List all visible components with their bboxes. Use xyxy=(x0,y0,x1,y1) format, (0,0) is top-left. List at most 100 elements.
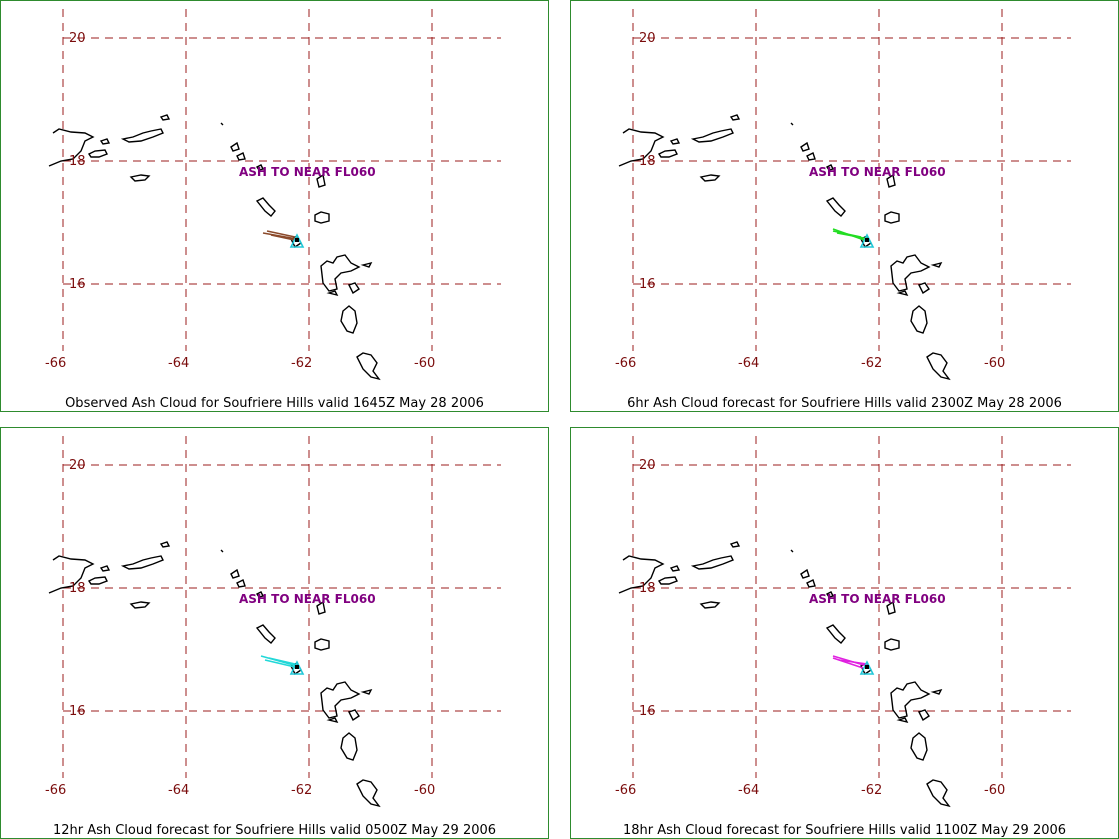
coastline xyxy=(618,555,665,594)
map-panel-6hr: 20 18 16 -66 -64 -62 -60 ASH TO NEAR FL060 6hr A… xyxy=(570,0,1119,412)
coastline xyxy=(884,638,900,651)
volcano-triangle-icon xyxy=(859,233,875,248)
coastline xyxy=(918,709,930,722)
map-canvas: 20 18 16 -66 -64 -62 -60 ASH TO NEAR FL060 xyxy=(45,436,501,808)
lat-tick-18: 18 xyxy=(639,581,656,596)
coastline xyxy=(825,591,835,598)
coastline xyxy=(360,261,373,268)
ash-plume xyxy=(832,230,862,238)
coastline xyxy=(618,128,665,167)
ash-height-annotation: ASH TO NEAR FL060 xyxy=(809,592,946,606)
coastline xyxy=(825,197,846,217)
lon-tick-62: -62 xyxy=(861,356,882,371)
coastline xyxy=(657,576,678,585)
coastline xyxy=(87,576,108,585)
volcano-vent-icon xyxy=(295,665,299,669)
coastline xyxy=(255,591,265,598)
coastline xyxy=(699,174,721,182)
coastline xyxy=(348,282,360,295)
lon-tick-60: -60 xyxy=(414,783,435,798)
coastline xyxy=(348,709,360,722)
coastline xyxy=(669,565,681,572)
coastline xyxy=(87,149,108,158)
coastline xyxy=(120,128,164,143)
coastline xyxy=(356,779,381,808)
coastline xyxy=(930,261,943,268)
lon-tick-62: -62 xyxy=(291,356,312,371)
volcano-triangle-icon xyxy=(289,233,305,248)
coastline xyxy=(340,305,358,334)
coastline xyxy=(255,164,265,171)
coastline xyxy=(890,254,931,292)
coastline xyxy=(360,688,373,695)
coastline xyxy=(255,624,276,644)
volcano-triangle-icon xyxy=(859,660,875,675)
panel-caption: 12hr Ash Cloud forecast for Soufriere Hi… xyxy=(52,823,497,838)
coastline xyxy=(806,579,816,588)
coastline xyxy=(48,128,95,167)
ash-plume xyxy=(838,659,868,665)
coastline xyxy=(884,211,900,224)
coastline xyxy=(926,352,951,381)
coastline xyxy=(729,114,741,121)
ash-plume xyxy=(268,657,296,665)
lon-tick-64: -64 xyxy=(738,356,759,371)
coastline xyxy=(806,152,816,161)
coastline xyxy=(340,732,358,761)
coastline xyxy=(890,681,931,719)
lon-tick-64: -64 xyxy=(168,356,189,371)
lon-tick-60: -60 xyxy=(984,783,1005,798)
coastline xyxy=(699,601,721,609)
lat-tick-20: 20 xyxy=(69,31,86,46)
coastline xyxy=(825,624,846,644)
coastline xyxy=(314,638,330,651)
coastline xyxy=(886,173,896,188)
lon-tick-60: -60 xyxy=(414,356,435,371)
coastline xyxy=(326,290,339,297)
coastline xyxy=(669,138,681,145)
coastline xyxy=(930,688,943,695)
coastline xyxy=(926,779,951,808)
panel-caption: 18hr Ash Cloud forecast for Soufriere Hi… xyxy=(622,823,1067,838)
ash-height-annotation: ASH TO NEAR FL060 xyxy=(239,592,376,606)
coastline xyxy=(220,122,224,126)
lon-tick-62: -62 xyxy=(861,783,882,798)
map-panel-12hr: 20 18 16 -66 -64 -62 -60 ASH TO NEAR FL060 12hr … xyxy=(0,427,549,839)
coastline xyxy=(230,141,240,152)
volcano-vent-icon xyxy=(295,238,299,242)
coastline xyxy=(99,565,111,572)
coastline xyxy=(690,555,734,570)
coastline xyxy=(896,717,909,724)
lon-tick-66: -66 xyxy=(45,783,66,798)
coastline xyxy=(120,555,164,570)
coastline xyxy=(236,152,246,161)
coastline xyxy=(356,352,381,381)
map-panel-18hr: 20 18 16 -66 -64 -62 -60 ASH TO NEAR FL060 18hr … xyxy=(570,427,1119,839)
volcano-vent-icon xyxy=(865,238,869,242)
lat-tick-20: 20 xyxy=(639,31,656,46)
coastline xyxy=(886,600,896,615)
map-panel-observed: 20 18 16 -66 -64 -62 -60 ASH TO NEAR FL060 Obser… xyxy=(0,0,549,412)
lat-tick-16: 16 xyxy=(639,704,656,719)
coastline xyxy=(800,141,810,152)
lat-tick-16: 16 xyxy=(69,704,86,719)
coastline xyxy=(326,717,339,724)
coastline xyxy=(220,549,224,553)
map-canvas: 20 18 16 -66 -64 -62 -60 ASH TO NEAR FL060 xyxy=(45,9,501,381)
coastline xyxy=(320,681,361,719)
coastline xyxy=(230,568,240,579)
ash-plume xyxy=(832,657,864,669)
coastline xyxy=(159,114,171,121)
coastline xyxy=(159,541,171,548)
lon-tick-64: -64 xyxy=(738,783,759,798)
coastline xyxy=(255,197,276,217)
lat-tick-18: 18 xyxy=(69,581,86,596)
coastline xyxy=(729,541,741,548)
coastline xyxy=(48,555,95,594)
coastline xyxy=(800,568,810,579)
lon-tick-66: -66 xyxy=(615,356,636,371)
ash-plume xyxy=(264,659,300,669)
map-canvas: 20 18 16 -66 -64 -62 -60 ASH TO NEAR FL060 xyxy=(615,9,1071,381)
lon-tick-64: -64 xyxy=(168,783,189,798)
coastline xyxy=(236,579,246,588)
